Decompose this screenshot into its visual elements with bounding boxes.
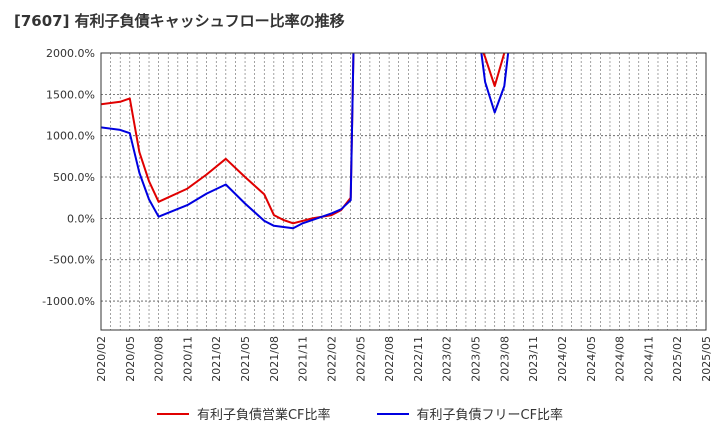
y-tick-label: -500.0%	[49, 254, 95, 267]
x-tick-label: 2023/05	[470, 336, 483, 382]
x-tick-label: 2020/08	[153, 336, 166, 382]
y-tick-label: 1000.0%	[46, 130, 95, 143]
x-tick-label: 2024/08	[614, 336, 627, 382]
legend-label-free-cf: 有利子負債フリーCF比率	[416, 408, 564, 423]
x-tick-label: 2021/08	[268, 336, 281, 382]
x-tick-label: 2022/05	[354, 336, 367, 382]
x-tick-label: 2020/02	[95, 336, 108, 382]
y-tick-label: 500.0%	[53, 171, 95, 184]
line-chart: 2000.0% 1500.0% 1000.0% 500.0% 0.0% -500.0% -1…	[42, 47, 713, 382]
x-tick-label: 2020/11	[181, 336, 194, 382]
x-tick-label: 2022/11	[412, 336, 425, 382]
x-tick-label: 2021/02	[210, 336, 223, 382]
series-line-free-cf	[101, 53, 510, 230]
y-tick-label: 1500.0%	[46, 88, 95, 101]
x-tick-label: 2022/08	[383, 336, 396, 382]
x-tick-label: 2021/05	[239, 336, 252, 382]
x-tick-label: 2023/08	[498, 336, 511, 382]
x-axis-ticks: 2020/02 2020/05 2020/08 2020/11 2021/02 2021/…	[95, 336, 713, 382]
legend: 有利子負債営業CF比率 有利子負債フリーCF比率	[0, 404, 720, 423]
series-line-operating-cf	[101, 53, 506, 225]
grid-lines	[101, 52, 706, 330]
legend-label-operating-cf: 有利子負債営業CF比率	[196, 408, 331, 423]
y-tick-label: 0.0%	[67, 212, 95, 225]
legend-swatch-blue	[376, 412, 409, 415]
plot-frame	[100, 52, 707, 331]
x-tick-label: 2024/05	[585, 336, 598, 382]
x-tick-label: 2020/05	[124, 336, 137, 382]
x-tick-label: 2023/11	[527, 336, 540, 382]
legend-swatch-red	[156, 412, 189, 415]
y-axis-ticks: 2000.0% 1500.0% 1000.0% 500.0% 0.0% -500.0% -1…	[42, 47, 95, 308]
x-tick-label: 2025/05	[700, 336, 713, 382]
x-tick-label: 2024/11	[642, 336, 655, 382]
y-tick-label: 2000.0%	[46, 47, 95, 60]
x-tick-label: 2022/02	[325, 336, 338, 382]
chart-title: [7607] 有利子負債キャッシュフロー比率の推移	[14, 12, 345, 30]
series-lines	[101, 53, 510, 230]
x-tick-label: 2025/02	[671, 336, 684, 382]
x-tick-label: 2021/11	[297, 336, 310, 382]
x-tick-label: 2023/02	[441, 336, 454, 382]
x-tick-label: 2024/02	[556, 336, 569, 382]
legend-item-operating-cf: 有利子負債営業CF比率	[156, 404, 331, 423]
y-tick-label: -1000.0%	[42, 295, 95, 308]
legend-item-free-cf: 有利子負債フリーCF比率	[376, 404, 564, 423]
